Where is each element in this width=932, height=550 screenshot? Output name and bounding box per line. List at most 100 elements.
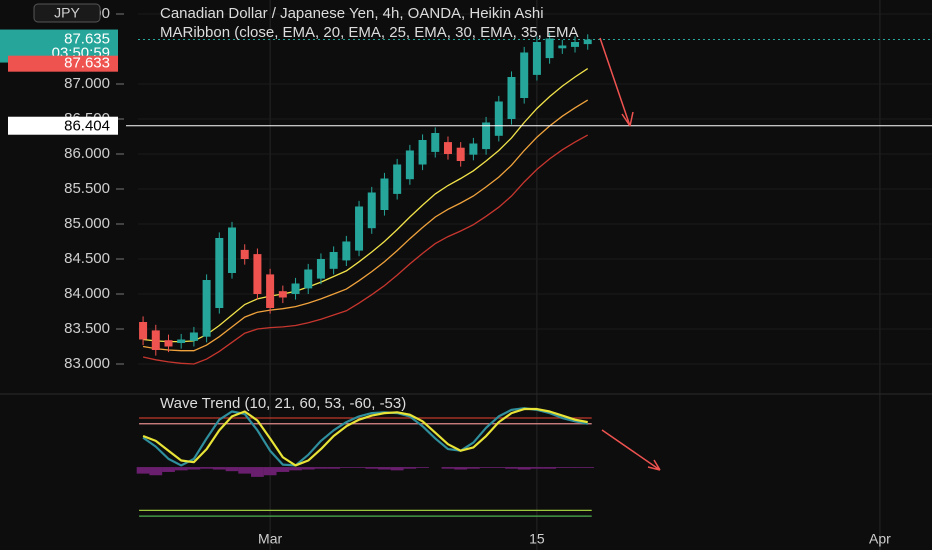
indicator-title: MARibbon (close, EMA, 20, EMA, 25, EMA, …: [160, 24, 579, 41]
candle-body: [507, 77, 516, 119]
y-tick-label: 85.500: [64, 180, 110, 197]
histogram-bar: [327, 467, 341, 469]
histogram-bar: [187, 467, 201, 470]
histogram-bar: [568, 467, 582, 468]
histogram-bar: [555, 467, 569, 468]
histogram-bar: [212, 467, 226, 470]
candle-body: [291, 283, 300, 294]
indicator-title: Wave Trend (10, 21, 60, 53, -60, -53): [160, 395, 406, 412]
y-tick-label: 83.500: [64, 320, 110, 337]
histogram-bar: [149, 467, 163, 476]
histogram-bar: [174, 467, 188, 471]
candle-body: [418, 140, 427, 165]
candle-body: [355, 206, 364, 251]
histogram-bar: [136, 467, 150, 474]
candle-body: [189, 332, 198, 341]
candle-body: [443, 142, 452, 154]
candle-body: [228, 227, 237, 273]
candle-body: [304, 269, 313, 289]
y-tick-label: 87.000: [64, 75, 110, 92]
candle-body: [571, 42, 580, 47]
histogram-bar: [403, 467, 417, 469]
candle-body: [520, 52, 529, 98]
prev-price-box: [8, 55, 118, 72]
histogram-bar: [238, 467, 252, 474]
y-tick-label: 85.000: [64, 215, 110, 232]
histogram-bar: [581, 467, 595, 468]
y-tick-label: 84.000: [64, 285, 110, 302]
histogram-bar: [301, 467, 315, 470]
chart-title: Canadian Dollar / Japanese Yen, 4h, OAND…: [160, 5, 544, 22]
histogram-bar: [339, 467, 353, 468]
histogram-bar: [263, 467, 277, 476]
candle-body: [253, 254, 262, 294]
y-tick-label: 84.500: [64, 250, 110, 267]
histogram-bar: [352, 467, 366, 468]
candle-body: [583, 39, 592, 45]
candle-body: [278, 291, 287, 298]
histogram-bar: [251, 467, 264, 477]
candle-body: [456, 147, 465, 161]
arrow-drawing: [599, 37, 634, 127]
candle-body: [177, 339, 186, 343]
candle-body: [469, 143, 478, 155]
candle-body: [215, 238, 224, 308]
candle-body: [532, 42, 541, 75]
candle-body: [139, 322, 148, 340]
oscillator-line: [142, 407, 588, 467]
candle-body: [164, 340, 173, 347]
candle-body: [316, 259, 325, 279]
y-tick-label: 83.000: [64, 355, 110, 372]
x-tick-label: 15: [529, 531, 545, 547]
histogram-bar: [390, 467, 404, 471]
histogram-bar: [416, 467, 429, 468]
candle-body: [151, 330, 160, 350]
price-label-box: [8, 116, 118, 135]
histogram-bar: [200, 467, 214, 469]
prev-price-label: 87.633: [64, 55, 110, 72]
histogram-bar: [505, 467, 518, 469]
histogram-bar: [225, 467, 239, 472]
candle-body: [380, 178, 389, 210]
candle-body: [393, 164, 402, 194]
ribbon-line: [143, 68, 589, 343]
candle-body: [405, 150, 414, 180]
candle-body: [329, 252, 338, 269]
histogram-bar: [466, 467, 480, 469]
histogram-bar: [479, 467, 493, 468]
candle-body: [494, 101, 503, 136]
currency-label[interactable]: JPY: [54, 5, 80, 21]
arrow-drawing: [601, 429, 661, 471]
candle-body: [558, 45, 567, 49]
price-label: 86.404: [64, 118, 110, 135]
histogram-bar: [289, 467, 302, 471]
histogram-bar: [454, 467, 468, 470]
candle-body: [431, 133, 440, 152]
oscillator-line: [142, 407, 588, 467]
candle-body: [367, 192, 376, 229]
histogram-bar: [162, 467, 175, 472]
candle-body: [240, 249, 249, 259]
histogram-bar: [530, 467, 544, 469]
currency-button[interactable]: [33, 3, 101, 23]
ribbon-line: [142, 99, 589, 352]
x-tick-label: Apr: [869, 531, 891, 547]
x-tick-label: Mar: [258, 531, 282, 547]
histogram-bar: [517, 467, 531, 470]
histogram-bar: [276, 467, 290, 472]
candle-body: [482, 122, 491, 150]
candle-body: [342, 241, 351, 261]
histogram-bar: [441, 467, 455, 469]
histogram-bar: [492, 467, 506, 468]
candle-body: [202, 280, 211, 337]
candle-body: [266, 274, 275, 308]
ribbon-line: [142, 134, 589, 365]
y-tick-label: 86.000: [64, 145, 110, 162]
candle-body: [545, 38, 554, 59]
histogram-bar: [378, 467, 391, 470]
histogram-bar: [365, 467, 379, 469]
histogram-bar: [314, 467, 328, 469]
histogram-bar: [543, 467, 557, 469]
